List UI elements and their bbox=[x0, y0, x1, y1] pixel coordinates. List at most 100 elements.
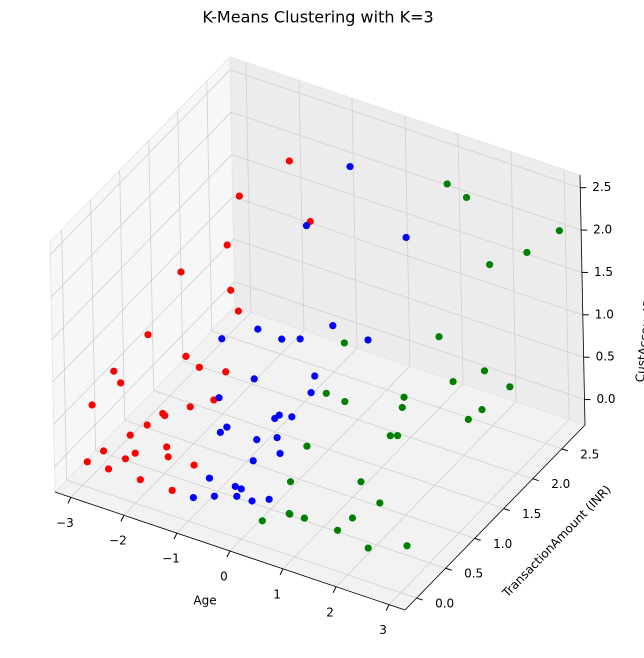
tick-mark bbox=[532, 478, 539, 482]
data-point bbox=[104, 465, 113, 473]
grid-line bbox=[230, 111, 582, 231]
tick-mark bbox=[173, 532, 178, 540]
data-point bbox=[253, 436, 261, 444]
y-axis-label: TransactionAmount (INR) bbox=[499, 482, 614, 600]
data-point bbox=[288, 413, 296, 421]
tick-mark bbox=[226, 550, 231, 558]
grid-line bbox=[51, 154, 233, 340]
data-point bbox=[231, 482, 239, 491]
data-point bbox=[386, 432, 394, 440]
data-point bbox=[110, 367, 118, 375]
grid-line bbox=[234, 281, 585, 400]
data-point bbox=[235, 192, 243, 200]
data-point bbox=[346, 162, 354, 171]
data-point bbox=[478, 406, 486, 414]
tick-label: 2.5 bbox=[580, 447, 599, 461]
grid-line bbox=[233, 238, 584, 358]
data-point bbox=[357, 478, 365, 486]
data-point bbox=[400, 393, 408, 401]
grid-line bbox=[53, 238, 234, 425]
tick-mark bbox=[332, 586, 337, 593]
data-point bbox=[276, 449, 284, 458]
data-point bbox=[144, 331, 152, 339]
data-point bbox=[223, 241, 231, 249]
grid-line bbox=[232, 196, 583, 316]
grid-line bbox=[563, 169, 570, 420]
z-axis bbox=[579, 174, 586, 426]
data-point bbox=[376, 499, 384, 507]
data-point bbox=[249, 457, 257, 465]
data-point bbox=[506, 383, 514, 391]
data-point bbox=[136, 476, 144, 484]
tick-label: 0.5 bbox=[464, 567, 483, 581]
tick-label: 2.5 bbox=[592, 180, 611, 194]
grid-line bbox=[61, 230, 68, 481]
tick-label: 2.0 bbox=[551, 477, 570, 491]
grid-line bbox=[50, 111, 232, 298]
data-point bbox=[302, 222, 311, 230]
data-point bbox=[462, 193, 471, 202]
data-point bbox=[273, 434, 281, 442]
data-point bbox=[215, 394, 223, 402]
tick-mark bbox=[561, 448, 568, 452]
grid-line bbox=[148, 140, 155, 391]
data-point bbox=[216, 428, 224, 436]
data-point bbox=[443, 180, 451, 188]
grid-line bbox=[388, 419, 570, 605]
data-point bbox=[186, 403, 194, 411]
data-point bbox=[168, 486, 176, 494]
data-point bbox=[131, 449, 139, 457]
data-point bbox=[163, 443, 171, 451]
data-point bbox=[233, 492, 241, 500]
data-point bbox=[402, 233, 410, 242]
data-point bbox=[126, 431, 134, 439]
data-point bbox=[286, 510, 294, 518]
y-axis bbox=[404, 424, 586, 611]
tick-label: 1.0 bbox=[595, 307, 614, 321]
tick-mark bbox=[385, 604, 390, 611]
data-point bbox=[223, 423, 231, 431]
tick-label: 2.0 bbox=[593, 223, 612, 237]
tick-label: −3 bbox=[56, 516, 74, 530]
tick-mark bbox=[120, 515, 125, 522]
grid-line bbox=[245, 62, 252, 313]
data-point bbox=[88, 401, 96, 409]
data-point bbox=[117, 379, 125, 387]
grid-line bbox=[211, 330, 562, 450]
data-point bbox=[205, 474, 214, 482]
data-point bbox=[278, 335, 286, 343]
tick-mark bbox=[503, 508, 510, 512]
data-point bbox=[254, 325, 262, 333]
data-point bbox=[486, 261, 494, 269]
grid-line bbox=[182, 360, 533, 480]
data-point bbox=[403, 542, 411, 550]
tick-label: 1.5 bbox=[522, 507, 541, 521]
data-point bbox=[449, 377, 457, 386]
tick-label: 1.0 bbox=[493, 537, 512, 551]
grid-line bbox=[282, 383, 464, 570]
tick-mark bbox=[416, 597, 423, 601]
data-point bbox=[398, 403, 406, 412]
data-point bbox=[190, 461, 198, 469]
tick-label: 0.5 bbox=[596, 350, 615, 364]
data-point bbox=[195, 363, 203, 371]
grid-line bbox=[206, 80, 213, 331]
data-point bbox=[177, 268, 185, 276]
tick-label: −2 bbox=[109, 534, 127, 548]
x-axis-label: Age bbox=[193, 594, 216, 608]
data-point bbox=[435, 333, 443, 341]
data-point bbox=[248, 497, 256, 505]
grid-line bbox=[351, 98, 358, 349]
data-point bbox=[311, 372, 319, 380]
grid-line bbox=[298, 80, 305, 331]
tick-label: 1 bbox=[273, 587, 281, 601]
grid-line bbox=[404, 115, 411, 367]
data-point bbox=[329, 322, 337, 330]
data-point bbox=[285, 157, 293, 165]
data-point bbox=[99, 447, 108, 455]
tick-label: 1.5 bbox=[594, 265, 613, 279]
data-point bbox=[348, 514, 357, 522]
grid-line bbox=[119, 170, 126, 421]
data-point bbox=[307, 389, 315, 397]
